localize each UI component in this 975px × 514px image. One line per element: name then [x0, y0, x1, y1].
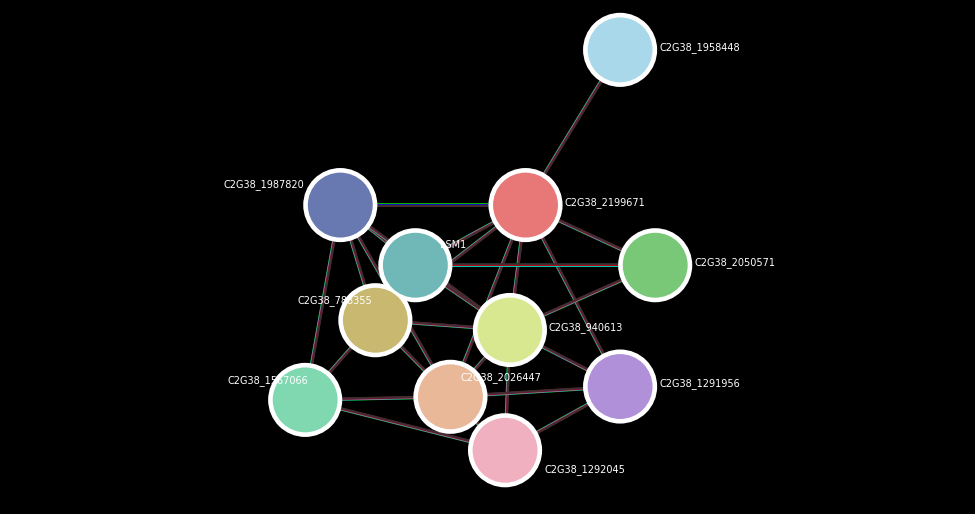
Ellipse shape: [417, 364, 484, 430]
Ellipse shape: [583, 13, 657, 87]
Text: C2G38_1987820: C2G38_1987820: [223, 179, 304, 190]
Ellipse shape: [272, 367, 338, 433]
Ellipse shape: [587, 17, 653, 83]
Ellipse shape: [413, 360, 488, 434]
Text: LSM1: LSM1: [440, 240, 466, 250]
Text: C2G38_1292045: C2G38_1292045: [544, 464, 625, 475]
Ellipse shape: [583, 350, 657, 424]
Ellipse shape: [378, 228, 452, 302]
Ellipse shape: [488, 168, 563, 242]
Ellipse shape: [492, 172, 559, 238]
Text: C2G38_1567066: C2G38_1567066: [227, 375, 308, 386]
Ellipse shape: [477, 297, 543, 363]
Ellipse shape: [268, 363, 342, 437]
Ellipse shape: [342, 287, 409, 353]
Ellipse shape: [618, 228, 692, 302]
Ellipse shape: [472, 417, 538, 483]
Ellipse shape: [303, 168, 377, 242]
Text: C2G38_788355: C2G38_788355: [297, 295, 372, 306]
Ellipse shape: [587, 354, 653, 419]
Text: C2G38_2026447: C2G38_2026447: [460, 372, 541, 383]
Ellipse shape: [338, 283, 412, 357]
Ellipse shape: [622, 232, 688, 298]
Ellipse shape: [473, 293, 547, 367]
Ellipse shape: [382, 232, 448, 298]
Text: C2G38_1291956: C2G38_1291956: [659, 378, 740, 390]
Text: C2G38_940613: C2G38_940613: [549, 322, 623, 333]
Text: C2G38_2199671: C2G38_2199671: [565, 197, 645, 208]
Text: C2G38_1958448: C2G38_1958448: [659, 42, 740, 53]
Ellipse shape: [468, 413, 542, 487]
Ellipse shape: [307, 172, 373, 238]
Text: C2G38_2050571: C2G38_2050571: [694, 257, 775, 268]
